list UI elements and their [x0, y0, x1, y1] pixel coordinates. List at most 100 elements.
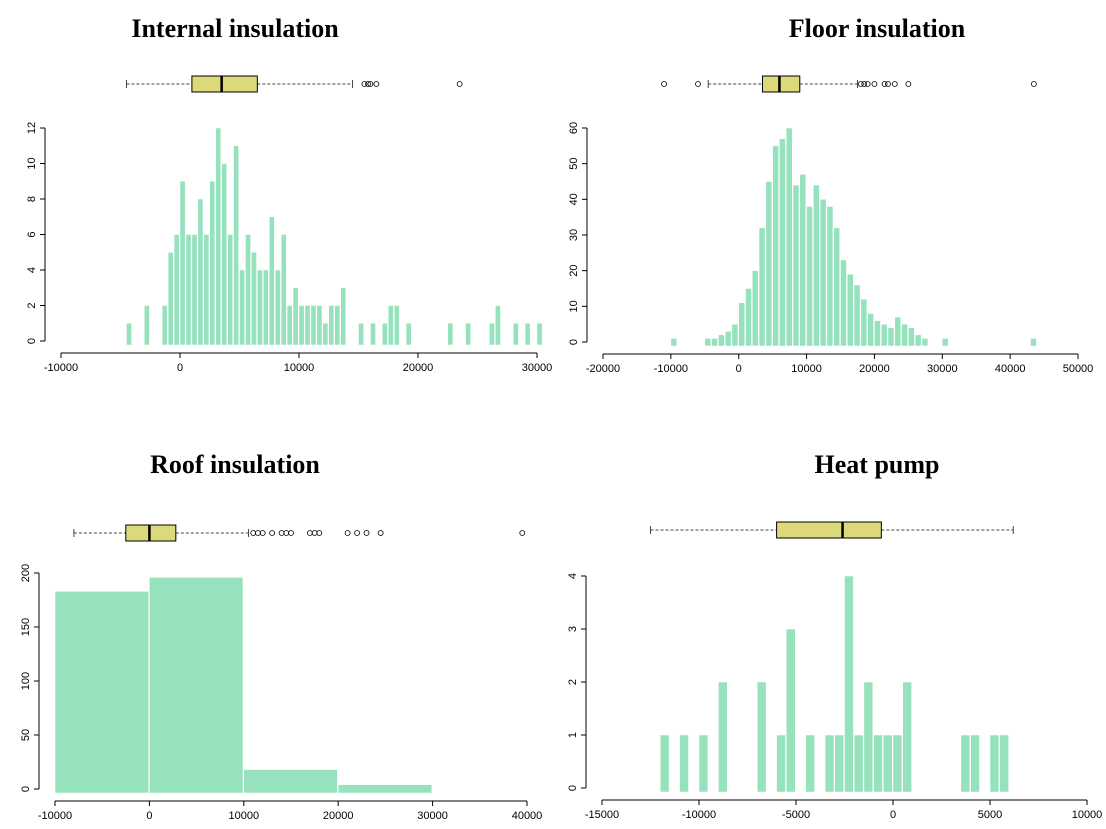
histogram-bar [840, 259, 847, 347]
histogram-bar [738, 302, 745, 347]
histogram-bar [495, 305, 501, 346]
x-tick-label: 0 [146, 810, 152, 822]
histogram-bar [776, 734, 786, 793]
histogram-bar [731, 323, 739, 347]
histogram-bar [772, 145, 779, 347]
histogram-bar [765, 181, 773, 347]
histogram-bar [215, 127, 222, 346]
panel-title: Floor insulation [789, 14, 966, 43]
histogram-bar [874, 320, 881, 347]
histogram-bar [126, 323, 132, 346]
y-tick-label: 6 [26, 231, 38, 237]
x-tick-label: -15000 [585, 809, 619, 821]
histogram-bar [799, 174, 807, 347]
boxplot-outlier [891, 81, 898, 87]
histogram-bar [724, 331, 732, 347]
histogram-bar [844, 575, 854, 793]
boxplot-outlier [288, 530, 294, 536]
y-tick-label: 10 [568, 300, 580, 312]
histogram-bar [447, 323, 454, 346]
histogram-bar [263, 269, 269, 346]
boxplot-outlier [278, 530, 285, 536]
histogram-bar [304, 305, 311, 346]
y-tick-label: 0 [568, 339, 580, 345]
x-tick-label: 0 [177, 362, 183, 374]
boxplot-outlier [365, 81, 371, 87]
y-tick-label: 60 [568, 122, 580, 134]
y-tick-label: 150 [20, 618, 32, 636]
histogram-bar [322, 323, 329, 346]
y-tick-label: 50 [20, 729, 32, 741]
histogram-bar [698, 734, 709, 793]
boxplot-outlier [367, 81, 374, 87]
histogram-bar [805, 734, 815, 793]
panel-title: Roof insulation [150, 450, 320, 479]
histogram-bar [711, 338, 718, 347]
boxplot-outlier [864, 81, 871, 87]
x-tick-label: 20000 [859, 363, 890, 375]
boxplot-outlier [255, 530, 261, 536]
y-tick-label: 10 [26, 157, 38, 169]
x-tick-label: 20000 [403, 362, 434, 374]
boxplot-outlier [361, 81, 368, 87]
histogram-bar [921, 338, 929, 347]
histogram-bar [826, 206, 834, 347]
x-tick-label: 0 [890, 809, 896, 821]
histogram-bar [902, 681, 912, 793]
y-tick-label: 30 [568, 229, 580, 241]
panel-title: Internal insulation [131, 14, 339, 43]
histogram-bar [873, 734, 883, 793]
boxplot-outlier [354, 530, 360, 536]
histogram-bar [245, 234, 251, 346]
histogram-bar [779, 138, 786, 347]
histogram-bar [257, 269, 263, 346]
y-tick-label: 0 [26, 338, 38, 344]
histogram-bar [292, 287, 299, 346]
histogram-bar [221, 163, 228, 346]
histogram-bar [1030, 338, 1037, 347]
y-tick-label: 4 [567, 573, 579, 579]
histogram-bar [191, 234, 198, 346]
histogram-bar [806, 206, 813, 347]
x-tick-label: -5000 [782, 809, 810, 821]
histogram-bar [251, 252, 257, 346]
y-tick-label: 20 [568, 265, 580, 277]
panel-internal-insulation: Internal insulation -10000 0 10000 20000 300… [26, 14, 552, 374]
boxplot-outlier [881, 81, 888, 87]
histogram-bar [524, 323, 531, 346]
y-tick-label: 1 [567, 732, 579, 738]
histogram-bar [209, 181, 216, 346]
x-tick-label: -10000 [44, 362, 78, 374]
boxplot-outlier [363, 530, 370, 536]
histogram-bar [756, 681, 767, 793]
boxplot-outlier [373, 81, 380, 87]
boxplot-box [191, 75, 258, 93]
histogram-bar [197, 198, 204, 346]
boxplot-outlier [661, 81, 667, 87]
histogram-bar [704, 338, 712, 347]
x-tick-label: 10000 [791, 363, 822, 375]
histogram-bar [679, 734, 689, 793]
histogram-bar [834, 734, 844, 793]
boxplot-outlier [861, 81, 868, 87]
y-tick-label: 0 [567, 785, 579, 791]
histogram-bar [718, 681, 728, 793]
histogram-bar [512, 323, 519, 346]
y-tick-label: 100 [20, 672, 32, 690]
x-tick-label: 20000 [323, 810, 354, 822]
panel-heat-pump: Heat pump -15000 -10000 -5000 0 5000 10000 0 1 2… [567, 450, 1102, 821]
histogram-bar [185, 234, 192, 346]
boxplot-outlier [456, 81, 463, 87]
boxplot-outlier [857, 81, 864, 87]
y-tick-label: 0 [20, 786, 32, 792]
histogram-bar [752, 270, 759, 347]
histogram-bar [999, 734, 1009, 793]
histogram-bar [243, 769, 338, 794]
histogram-bar [894, 316, 902, 347]
histogram-bar [785, 127, 793, 347]
histogram-bar [405, 323, 412, 346]
histogram-bar [489, 323, 495, 346]
panel-floor-insulation: Floor insulation -20000 -10000 0 10000 20000… [568, 14, 1093, 375]
histogram-bar [388, 305, 394, 346]
boxplot-outlier [377, 530, 384, 536]
